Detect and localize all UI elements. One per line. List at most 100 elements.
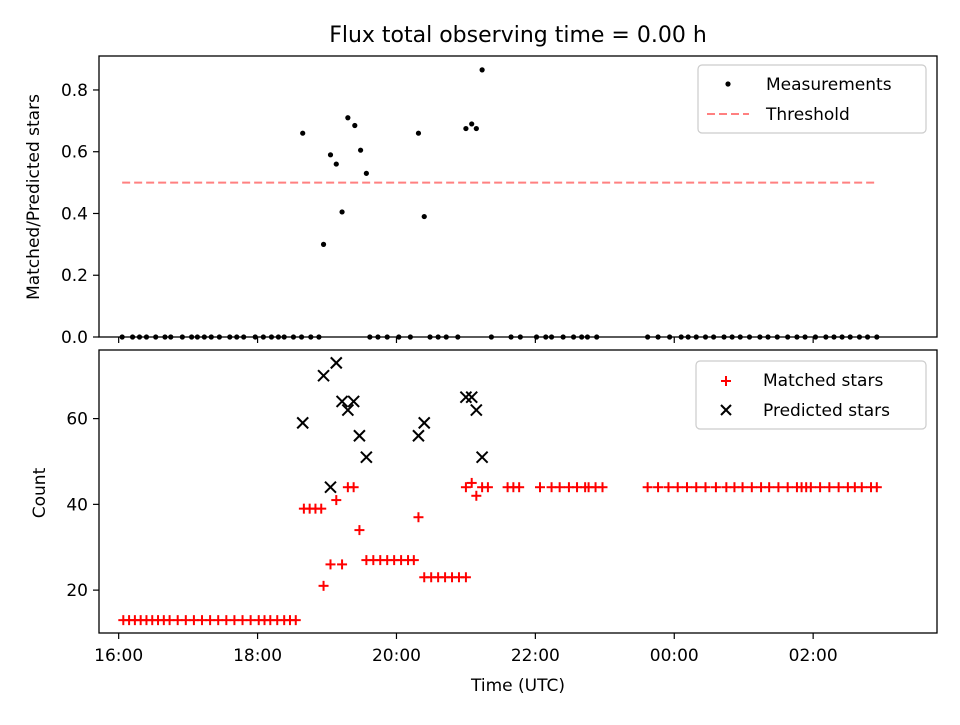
matched-star-point bbox=[554, 482, 565, 493]
matched-star-point bbox=[514, 482, 525, 493]
chart-title: Flux total observing time = 0.00 h bbox=[329, 23, 707, 48]
measurement-point bbox=[421, 213, 427, 220]
matched-star-point bbox=[710, 482, 721, 493]
predicted-star-point bbox=[360, 450, 373, 464]
measurement-point bbox=[415, 130, 422, 136]
top-y-tick-label: 0.0 bbox=[61, 328, 88, 348]
measurement-point bbox=[345, 115, 351, 121]
x-tick-label: 00:00 bbox=[650, 646, 699, 666]
top-y-tick-label: 0.2 bbox=[61, 266, 88, 286]
legend-predicted-marker bbox=[720, 404, 732, 416]
matched-star-point bbox=[460, 482, 471, 493]
matched-star-point bbox=[764, 482, 775, 493]
matched-star-point bbox=[318, 580, 329, 591]
matched-star-point bbox=[642, 482, 653, 493]
matched-star-point bbox=[482, 482, 493, 493]
predicted-star-point bbox=[418, 416, 431, 430]
matched-star-point bbox=[815, 482, 826, 493]
predicted-star-point bbox=[335, 395, 349, 408]
matched-star-point bbox=[737, 482, 748, 493]
bottom-y-axis-label: Count bbox=[30, 467, 50, 518]
legend-predicted-label: Predicted stars bbox=[763, 401, 890, 421]
top-legend-box bbox=[697, 64, 927, 134]
measurement-point bbox=[473, 125, 479, 132]
matched-star-point bbox=[856, 482, 867, 493]
bottom-y-tick-label: 60 bbox=[66, 410, 88, 430]
predicted-star-point bbox=[459, 390, 473, 404]
matched-star-point bbox=[337, 559, 348, 570]
predicted-star-point bbox=[347, 395, 360, 408]
bottom-y-tick-label: 40 bbox=[66, 495, 88, 515]
matched-star-point bbox=[354, 525, 365, 536]
x-tick-label: 16:00 bbox=[94, 646, 143, 666]
top-plot-area: 0.0 0.2 0.4 0.6 0.8 bbox=[61, 67, 880, 348]
matched-star-point bbox=[833, 482, 844, 493]
x-tick-label: 02:00 bbox=[789, 646, 838, 666]
measurement-point bbox=[327, 152, 334, 158]
matched-star-point bbox=[534, 482, 545, 493]
measurement-point bbox=[300, 130, 306, 136]
matched-star-point bbox=[290, 615, 301, 626]
matched-star-point bbox=[597, 482, 608, 493]
matched-star-point bbox=[316, 503, 327, 514]
measurement-point bbox=[320, 241, 327, 247]
measurement-point bbox=[469, 121, 475, 127]
bottom-legend-box bbox=[695, 360, 927, 430]
top-y-tick-label: 0.8 bbox=[61, 81, 88, 101]
x-tick-label: 20:00 bbox=[372, 646, 421, 666]
matched-star-point bbox=[413, 512, 424, 523]
bottom-y-tick-label: 20 bbox=[66, 581, 88, 601]
top-y-axis-label: Matched/Predicted stars bbox=[24, 94, 44, 300]
matched-star-point bbox=[782, 482, 793, 493]
matched-star-point bbox=[672, 482, 683, 493]
predicted-star-point bbox=[412, 429, 425, 442]
legend-matched-label: Matched stars bbox=[763, 371, 883, 391]
bottom-axes-frame bbox=[98, 349, 938, 634]
matched-star-point bbox=[471, 490, 482, 501]
x-tick-label: 18:00 bbox=[233, 646, 282, 666]
matched-star-point bbox=[871, 482, 882, 493]
matched-star-point bbox=[746, 482, 757, 493]
matched-star-point bbox=[681, 482, 692, 493]
matched-star-point bbox=[331, 495, 342, 506]
matched-star-point bbox=[805, 482, 816, 493]
matched-star-point bbox=[466, 477, 477, 488]
bottom-plot-area: 20 40 60 16:00 18:00 20:00 22:00 00:00 02:00 bbox=[66, 356, 882, 666]
matched-star-point bbox=[325, 559, 336, 570]
top-y-tick-label: 0.6 bbox=[61, 143, 88, 163]
matched-star-point bbox=[663, 482, 674, 493]
measurement-point bbox=[463, 125, 469, 132]
top-legend: Measurements Threshold bbox=[697, 64, 927, 134]
matched-star-point bbox=[824, 482, 835, 493]
predicted-star-point bbox=[296, 416, 309, 430]
matched-star-point bbox=[773, 482, 784, 493]
matched-star-point bbox=[408, 555, 419, 566]
predicted-star-point bbox=[324, 481, 337, 494]
legend-measurements-marker bbox=[725, 81, 731, 87]
legend-measurements-label: Measurements bbox=[766, 75, 892, 95]
measurement-point bbox=[479, 67, 485, 73]
measurement-point bbox=[339, 209, 345, 215]
measurement-point bbox=[333, 161, 339, 167]
predicted-star-point bbox=[341, 403, 355, 417]
top-y-tick-label: 0.4 bbox=[61, 204, 88, 224]
x-tick-label: 22:00 bbox=[511, 646, 560, 666]
matched-star-point bbox=[691, 482, 702, 493]
bottom-legend: Matched stars Predicted stars bbox=[695, 360, 927, 430]
predicted-star-point bbox=[317, 369, 330, 382]
x-axis-label: Time (UTC) bbox=[470, 676, 565, 696]
predicted-star-point bbox=[475, 450, 489, 464]
predicted-star-point bbox=[330, 356, 343, 370]
predicted-star-point bbox=[465, 390, 478, 404]
predicted-star-point bbox=[470, 403, 483, 417]
matched-star-point bbox=[460, 572, 471, 583]
measurement-point bbox=[357, 147, 364, 153]
top-axes-frame bbox=[98, 55, 938, 338]
legend-matched-marker bbox=[721, 376, 731, 386]
measurement-point bbox=[363, 170, 369, 176]
legend-threshold-label: Threshold bbox=[765, 105, 850, 125]
measurement-point bbox=[352, 122, 358, 129]
matched-star-point bbox=[700, 482, 711, 493]
